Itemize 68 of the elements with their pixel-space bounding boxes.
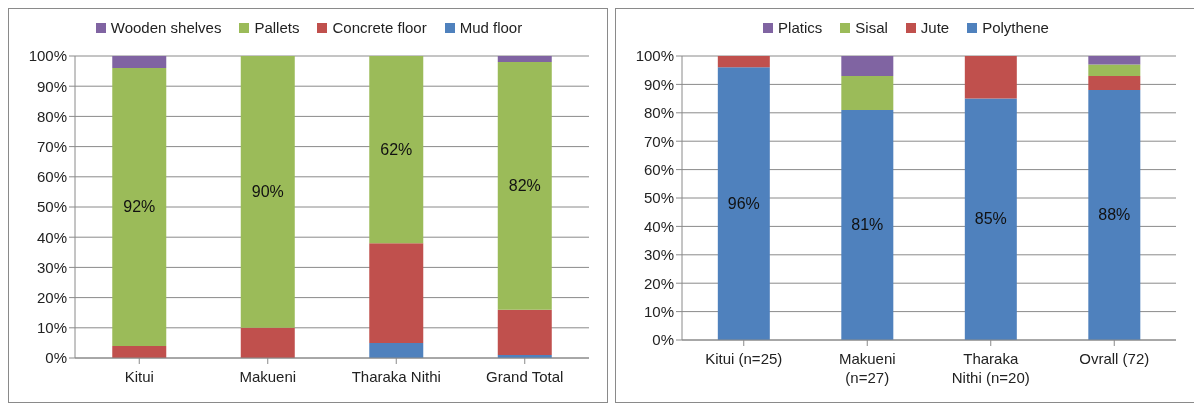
y-tick-label: 30% — [36, 258, 67, 276]
y-tick-label: 80% — [643, 104, 674, 122]
bar — [717, 67, 770, 340]
legend-label: Wooden shelves — [109, 19, 222, 36]
y-tick-label: 100% — [28, 47, 67, 65]
legend-label: Mud floor — [458, 19, 523, 36]
data-label: 62% — [380, 140, 413, 158]
data-label: 92% — [123, 198, 156, 215]
bar — [964, 98, 1017, 340]
y-tick-label: 100% — [635, 47, 674, 65]
data-label: 96% — [727, 194, 760, 212]
bar — [1088, 64, 1141, 76]
x-tick-label: Makueni (n=27) — [838, 350, 896, 386]
bar — [112, 68, 167, 346]
bar — [369, 342, 424, 358]
y-tick-label: 70% — [643, 132, 674, 150]
y-tick-label: 20% — [36, 288, 67, 306]
x-tick-label: Tharaka Nithi — [351, 368, 441, 385]
x-tick-label: Ovrall (72) — [1079, 350, 1150, 367]
bar — [497, 309, 552, 355]
bar — [841, 109, 894, 340]
legend-label: Concrete floor — [331, 19, 427, 36]
x-tick-label: Makueni — [239, 368, 297, 385]
bar — [369, 56, 424, 244]
bar — [1088, 90, 1141, 340]
bar — [1088, 75, 1141, 91]
legend-label: Polythene — [981, 19, 1049, 36]
legend-label: Pallets — [253, 19, 300, 36]
bar — [497, 56, 552, 63]
legend-label: Jute — [919, 19, 950, 36]
legend-label: Platics — [777, 19, 823, 36]
bar — [841, 75, 894, 110]
y-tick-label: 0% — [652, 331, 674, 349]
bar — [717, 56, 770, 68]
data-label: 82% — [508, 176, 541, 194]
y-tick-label: 50% — [36, 198, 67, 216]
y-tick-label: 10% — [36, 319, 67, 337]
bar — [497, 62, 552, 310]
x-tick-label: Kitui — [124, 368, 154, 385]
y-tick-label: 40% — [36, 228, 67, 246]
y-tick-label: 90% — [36, 77, 67, 95]
legend-label: Sisal — [854, 19, 888, 36]
y-tick-label: 70% — [36, 137, 67, 155]
y-tick-label: 90% — [643, 75, 674, 93]
data-label: 85% — [974, 210, 1007, 228]
x-tick-label: Grand Total — [486, 368, 564, 385]
y-tick-label: 60% — [643, 160, 674, 178]
bar — [112, 345, 167, 358]
bar — [964, 56, 1017, 99]
y-tick-label: 40% — [643, 217, 674, 235]
bar — [240, 56, 295, 328]
bar — [841, 56, 894, 76]
y-tick-label: 30% — [643, 246, 674, 264]
x-tick-label: Tharaka Nithi (n=20) — [951, 350, 1030, 386]
bar — [1088, 56, 1141, 65]
y-tick-label: 80% — [36, 107, 67, 125]
bar — [112, 56, 167, 69]
y-tick-label: 60% — [36, 168, 67, 186]
data-label: 81% — [851, 215, 884, 233]
bar — [240, 327, 295, 358]
bar — [369, 243, 424, 343]
y-tick-label: 20% — [643, 274, 674, 292]
data-label: 88% — [1098, 206, 1131, 224]
x-tick-label: Kitui (n=25) — [705, 350, 783, 367]
y-tick-label: 10% — [643, 302, 674, 320]
y-tick-label: 50% — [643, 189, 674, 207]
y-tick-label: 0% — [45, 349, 67, 367]
data-label: 90% — [251, 182, 284, 200]
